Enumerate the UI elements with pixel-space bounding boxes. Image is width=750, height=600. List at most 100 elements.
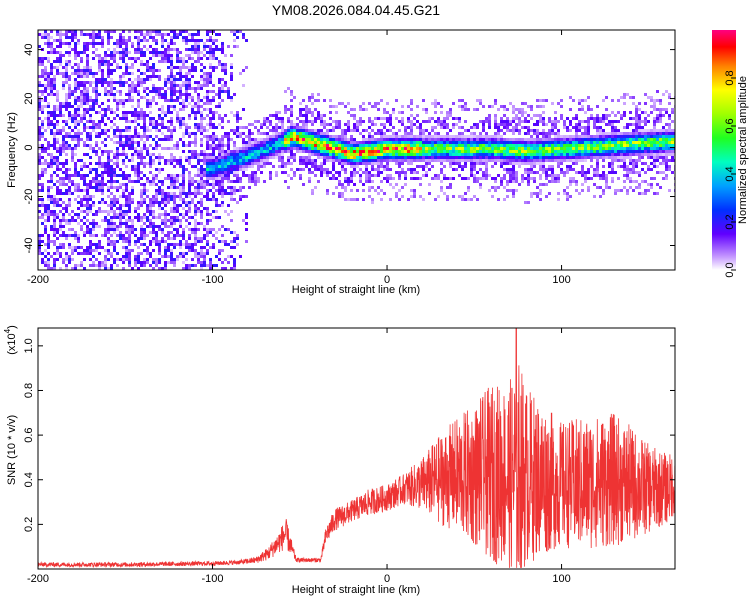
spectrogram-cell: [341, 102, 344, 105]
spectrogram-cell: [89, 258, 92, 261]
spectrogram-cell: [194, 222, 197, 225]
spectrogram-cell: [170, 225, 173, 228]
spectrogram-cell: [488, 138, 491, 141]
spectrogram-cell: [152, 48, 155, 51]
spectrogram-cell: [110, 111, 113, 114]
spectrogram-cell: [575, 123, 578, 126]
spectrogram-cell: [521, 147, 524, 150]
spectrogram-cell: [119, 36, 122, 39]
spectrogram-cell: [485, 162, 488, 165]
spectrogram-cell: [296, 147, 299, 150]
spectrogram-cell: [410, 123, 413, 126]
spectrogram-cell: [353, 174, 356, 177]
spectrogram-cell: [38, 198, 41, 201]
spectrogram-cell: [485, 165, 488, 168]
spectrogram-cell: [158, 162, 161, 165]
spectrogram-cell: [185, 84, 188, 87]
spectrogram-cell: [170, 96, 173, 99]
spectrogram-cell: [161, 267, 164, 270]
spectrogram-cell: [479, 156, 482, 159]
spectrogram-cell: [221, 204, 224, 207]
spectrogram-cell: [551, 120, 554, 123]
spectrogram-cell: [215, 93, 218, 96]
spectrogram-cell: [452, 177, 455, 180]
spectrogram-cell: [188, 54, 191, 57]
spectrogram-cell: [428, 135, 431, 138]
spectrogram-cell: [206, 93, 209, 96]
spectrogram-cell: [353, 156, 356, 159]
spectrogram-cell: [110, 210, 113, 213]
spectrogram-cell: [329, 111, 332, 114]
spectrogram-cell: [74, 96, 77, 99]
spectrogram-cell: [188, 48, 191, 51]
spectrogram-cell: [548, 159, 551, 162]
spectrogram-cell: [44, 33, 47, 36]
spectrogram-cell: [170, 198, 173, 201]
spectrogram-cell: [338, 192, 341, 195]
spectrogram-cell: [47, 93, 50, 96]
spectrogram-cell: [362, 141, 365, 144]
spectrogram-cell: [155, 33, 158, 36]
spectrogram-cell: [302, 162, 305, 165]
spectrogram-cell: [68, 51, 71, 54]
spectrogram-cell: [56, 150, 59, 153]
spectrogram-cell: [392, 126, 395, 129]
spectrogram-cell: [530, 135, 533, 138]
spectrogram-cell: [83, 234, 86, 237]
spectrogram-cell: [566, 186, 569, 189]
spectrogram-cell: [74, 237, 77, 240]
spectrogram-cell: [140, 84, 143, 87]
spectrogram-cell: [224, 144, 227, 147]
spectrogram-cell: [404, 138, 407, 141]
spectrogram-cell: [530, 117, 533, 120]
spectrogram-cell: [65, 219, 68, 222]
spectrogram-cell: [389, 150, 392, 153]
spectrogram-cell: [359, 144, 362, 147]
spectrogram-cell: [203, 171, 206, 174]
spectrogram-cell: [137, 30, 140, 33]
spectrogram-cell: [182, 102, 185, 105]
spectrogram-cell: [215, 45, 218, 48]
spectrogram-cell: [314, 168, 317, 171]
spectrogram-cell: [59, 147, 62, 150]
spectrogram-cell: [512, 156, 515, 159]
spectrogram-cell: [311, 171, 314, 174]
spectrogram-cell: [551, 138, 554, 141]
spectrogram-cell: [47, 36, 50, 39]
spectrogram-cell: [209, 108, 212, 111]
spectrogram-cell: [134, 234, 137, 237]
spectrogram-cell: [134, 78, 137, 81]
spectrogram-cell: [164, 114, 167, 117]
spectrogram-cell: [176, 120, 179, 123]
spectrogram-cell: [95, 135, 98, 138]
spectrogram-cell: [161, 240, 164, 243]
spectrogram-cell: [110, 78, 113, 81]
spectrogram-cell: [305, 147, 308, 150]
spectrogram-cell: [143, 165, 146, 168]
spectrogram-cell: [89, 243, 92, 246]
spectrogram-cell: [416, 141, 419, 144]
spectrogram-cell: [359, 159, 362, 162]
spectrogram-cell: [458, 159, 461, 162]
spectrogram-cell: [383, 150, 386, 153]
spectrogram-cell: [353, 168, 356, 171]
spectrogram-cell: [143, 183, 146, 186]
spectrogram-cell: [284, 138, 287, 141]
spectrogram-cell: [347, 111, 350, 114]
spectrogram-cell: [521, 141, 524, 144]
spectrogram-cell: [191, 216, 194, 219]
spectrogram-cell: [548, 180, 551, 183]
spectrogram-cell: [137, 219, 140, 222]
spectrogram-cell: [122, 114, 125, 117]
spectrogram-cell: [539, 138, 542, 141]
spectrogram-cell: [47, 267, 50, 270]
spectrogram-cell: [107, 189, 110, 192]
spectrogram-cell: [431, 156, 434, 159]
spectrogram-cell: [143, 81, 146, 84]
spectrogram-cell: [278, 132, 281, 135]
spectrogram-cell: [224, 135, 227, 138]
spectrogram-cell: [110, 165, 113, 168]
spectrogram-cell: [71, 30, 74, 33]
spectrogram-cell: [101, 198, 104, 201]
spectrogram-cell: [470, 156, 473, 159]
